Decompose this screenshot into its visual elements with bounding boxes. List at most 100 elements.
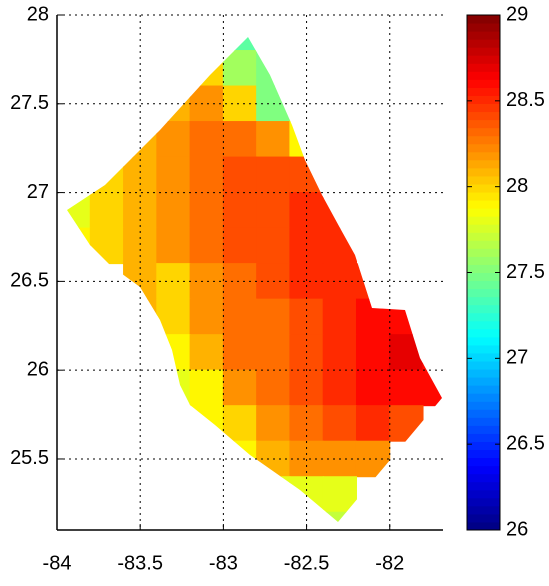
axes: -84 -83.5 -83 -82.5 -82 25.5 26 26.5 27 27.5 28 26 2…	[10, 3, 545, 574]
colorbar-slice	[467, 393, 500, 402]
colorbar-slice	[467, 409, 500, 418]
cell	[156, 369, 191, 407]
colorbar-slice	[467, 361, 500, 370]
cell	[123, 121, 158, 158]
x-tick-label: -83.5	[117, 552, 163, 574]
colorbar-slice	[467, 433, 500, 442]
cell	[189, 405, 224, 442]
cell	[355, 298, 391, 336]
cell	[256, 192, 291, 229]
y-tick-label: 26.5	[10, 270, 49, 292]
cell	[222, 192, 258, 229]
cell	[322, 298, 357, 336]
cell	[355, 334, 391, 371]
colorbar-slice	[467, 481, 500, 491]
colorbar-slice	[467, 79, 500, 88]
cell	[189, 192, 224, 229]
colorbar-slice	[467, 320, 500, 330]
x-tick-label: -84	[43, 552, 72, 574]
colorbar-tick-label: 28.5	[506, 89, 545, 111]
cell	[156, 156, 191, 194]
colorbar-slice	[467, 328, 500, 338]
cell	[289, 121, 324, 158]
colorbar-slice	[467, 296, 500, 306]
y-tick-label: 25.5	[10, 447, 49, 469]
cell	[67, 192, 91, 229]
colorbar-slice	[467, 183, 500, 193]
cell	[189, 263, 224, 300]
cell	[67, 227, 91, 265]
cell	[222, 156, 258, 194]
y-tick-label: 27.5	[10, 92, 49, 114]
cell	[322, 369, 357, 407]
cell	[89, 192, 125, 229]
cell	[156, 263, 191, 300]
y-tick-label: 28	[27, 3, 49, 25]
cell	[256, 369, 291, 407]
colorbar-slice	[467, 23, 500, 32]
cell	[389, 298, 424, 336]
cell	[189, 85, 224, 123]
cell	[322, 511, 357, 522]
colorbar-slice	[467, 352, 500, 362]
cell	[222, 369, 258, 407]
cell	[156, 227, 191, 265]
colorbar-slice	[467, 401, 500, 410]
cell	[289, 192, 324, 229]
cell	[222, 37, 258, 52]
cell	[256, 121, 291, 158]
colorbar-slice	[467, 127, 500, 137]
cell	[322, 405, 357, 442]
cell	[222, 50, 258, 87]
colorbar-slice	[467, 87, 500, 96]
cell	[189, 156, 224, 194]
colorbar-slice	[467, 449, 500, 459]
cell	[256, 334, 291, 371]
colorbar-slice	[467, 240, 500, 249]
cell	[355, 263, 391, 300]
cell	[256, 298, 291, 336]
colorbar-slice	[467, 513, 500, 523]
cell	[156, 85, 191, 123]
colorbar-slice	[467, 256, 500, 265]
colorbar-slice	[467, 71, 500, 80]
colorbar-tick-label: 26	[506, 518, 528, 540]
colorbar-slice	[467, 47, 500, 56]
cell	[389, 405, 424, 442]
cell	[355, 369, 391, 407]
cell	[222, 121, 258, 158]
colorbar-slice	[467, 377, 500, 386]
cell	[189, 334, 224, 371]
colorbar-slice	[467, 264, 500, 273]
cell	[189, 50, 224, 87]
colorbar-slice	[467, 336, 500, 346]
cell	[256, 476, 291, 513]
colorbar-slice	[467, 473, 500, 483]
cell	[222, 263, 258, 300]
cell	[322, 192, 357, 229]
colorbar-slice	[467, 111, 500, 121]
colorbar-slice	[467, 304, 500, 314]
colorbar-slice	[467, 497, 500, 507]
cell	[189, 121, 224, 158]
cell	[289, 263, 324, 300]
cell	[123, 192, 158, 229]
cell	[189, 298, 224, 336]
colorbar-slice	[467, 103, 500, 113]
cell	[289, 85, 324, 123]
colorbar-slice	[467, 208, 500, 217]
cell	[256, 405, 291, 442]
cell	[256, 227, 291, 265]
cell	[322, 476, 357, 513]
colorbar-tick-label: 26.5	[506, 432, 545, 454]
colorbar-tick-label: 28	[506, 175, 528, 197]
colorbar-slice	[467, 39, 500, 48]
cell	[123, 156, 158, 194]
colorbar-tick-label: 29	[506, 3, 528, 25]
colorbar-slice	[467, 63, 500, 72]
colorbar-slice	[467, 457, 500, 467]
colorbar-tick-label: 27	[506, 347, 528, 369]
colorbar-slice	[467, 441, 500, 451]
x-tick-label: -83	[209, 552, 238, 574]
colorbar-slice	[467, 489, 500, 499]
